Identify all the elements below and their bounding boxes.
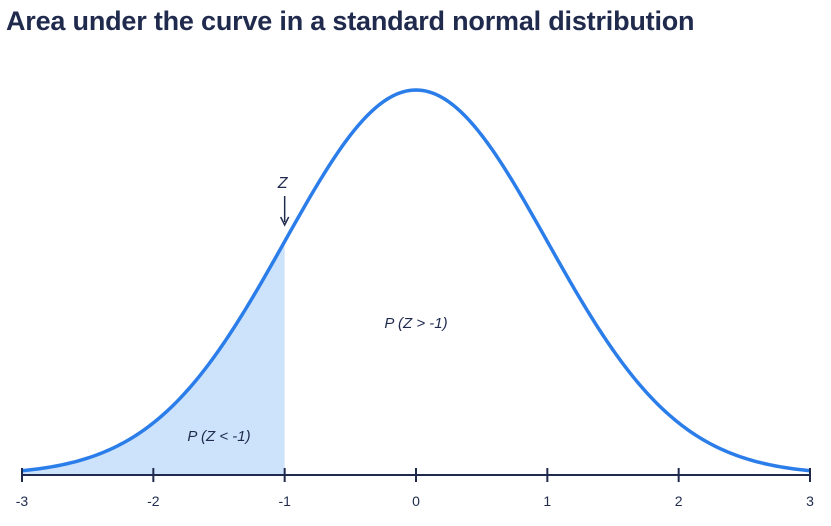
- unshaded-region-label: P (Z > -1): [384, 315, 447, 332]
- x-tick-label-4: 1: [543, 493, 551, 509]
- x-tick-label-2: -1: [278, 493, 291, 509]
- x-tick-label-0: -3: [16, 493, 29, 509]
- shaded-region-label: P (Z < -1): [187, 428, 250, 445]
- x-tick-label-6: 3: [806, 493, 814, 509]
- x-tick-label-3: 0: [412, 493, 420, 509]
- z-marker-arrowhead: [279, 216, 290, 227]
- chart-title: Area under the curve in a standard norma…: [6, 6, 695, 36]
- z-marker-label: Z: [277, 175, 289, 192]
- normal-curve: [21, 88, 811, 473]
- x-axis-ticks: -3 -2 -1 0 1 2 3: [16, 468, 814, 509]
- x-tick-label-1: -2: [147, 493, 160, 509]
- x-tick-label-5: 2: [675, 493, 683, 509]
- shaded-area-left-tail: [22, 241, 285, 475]
